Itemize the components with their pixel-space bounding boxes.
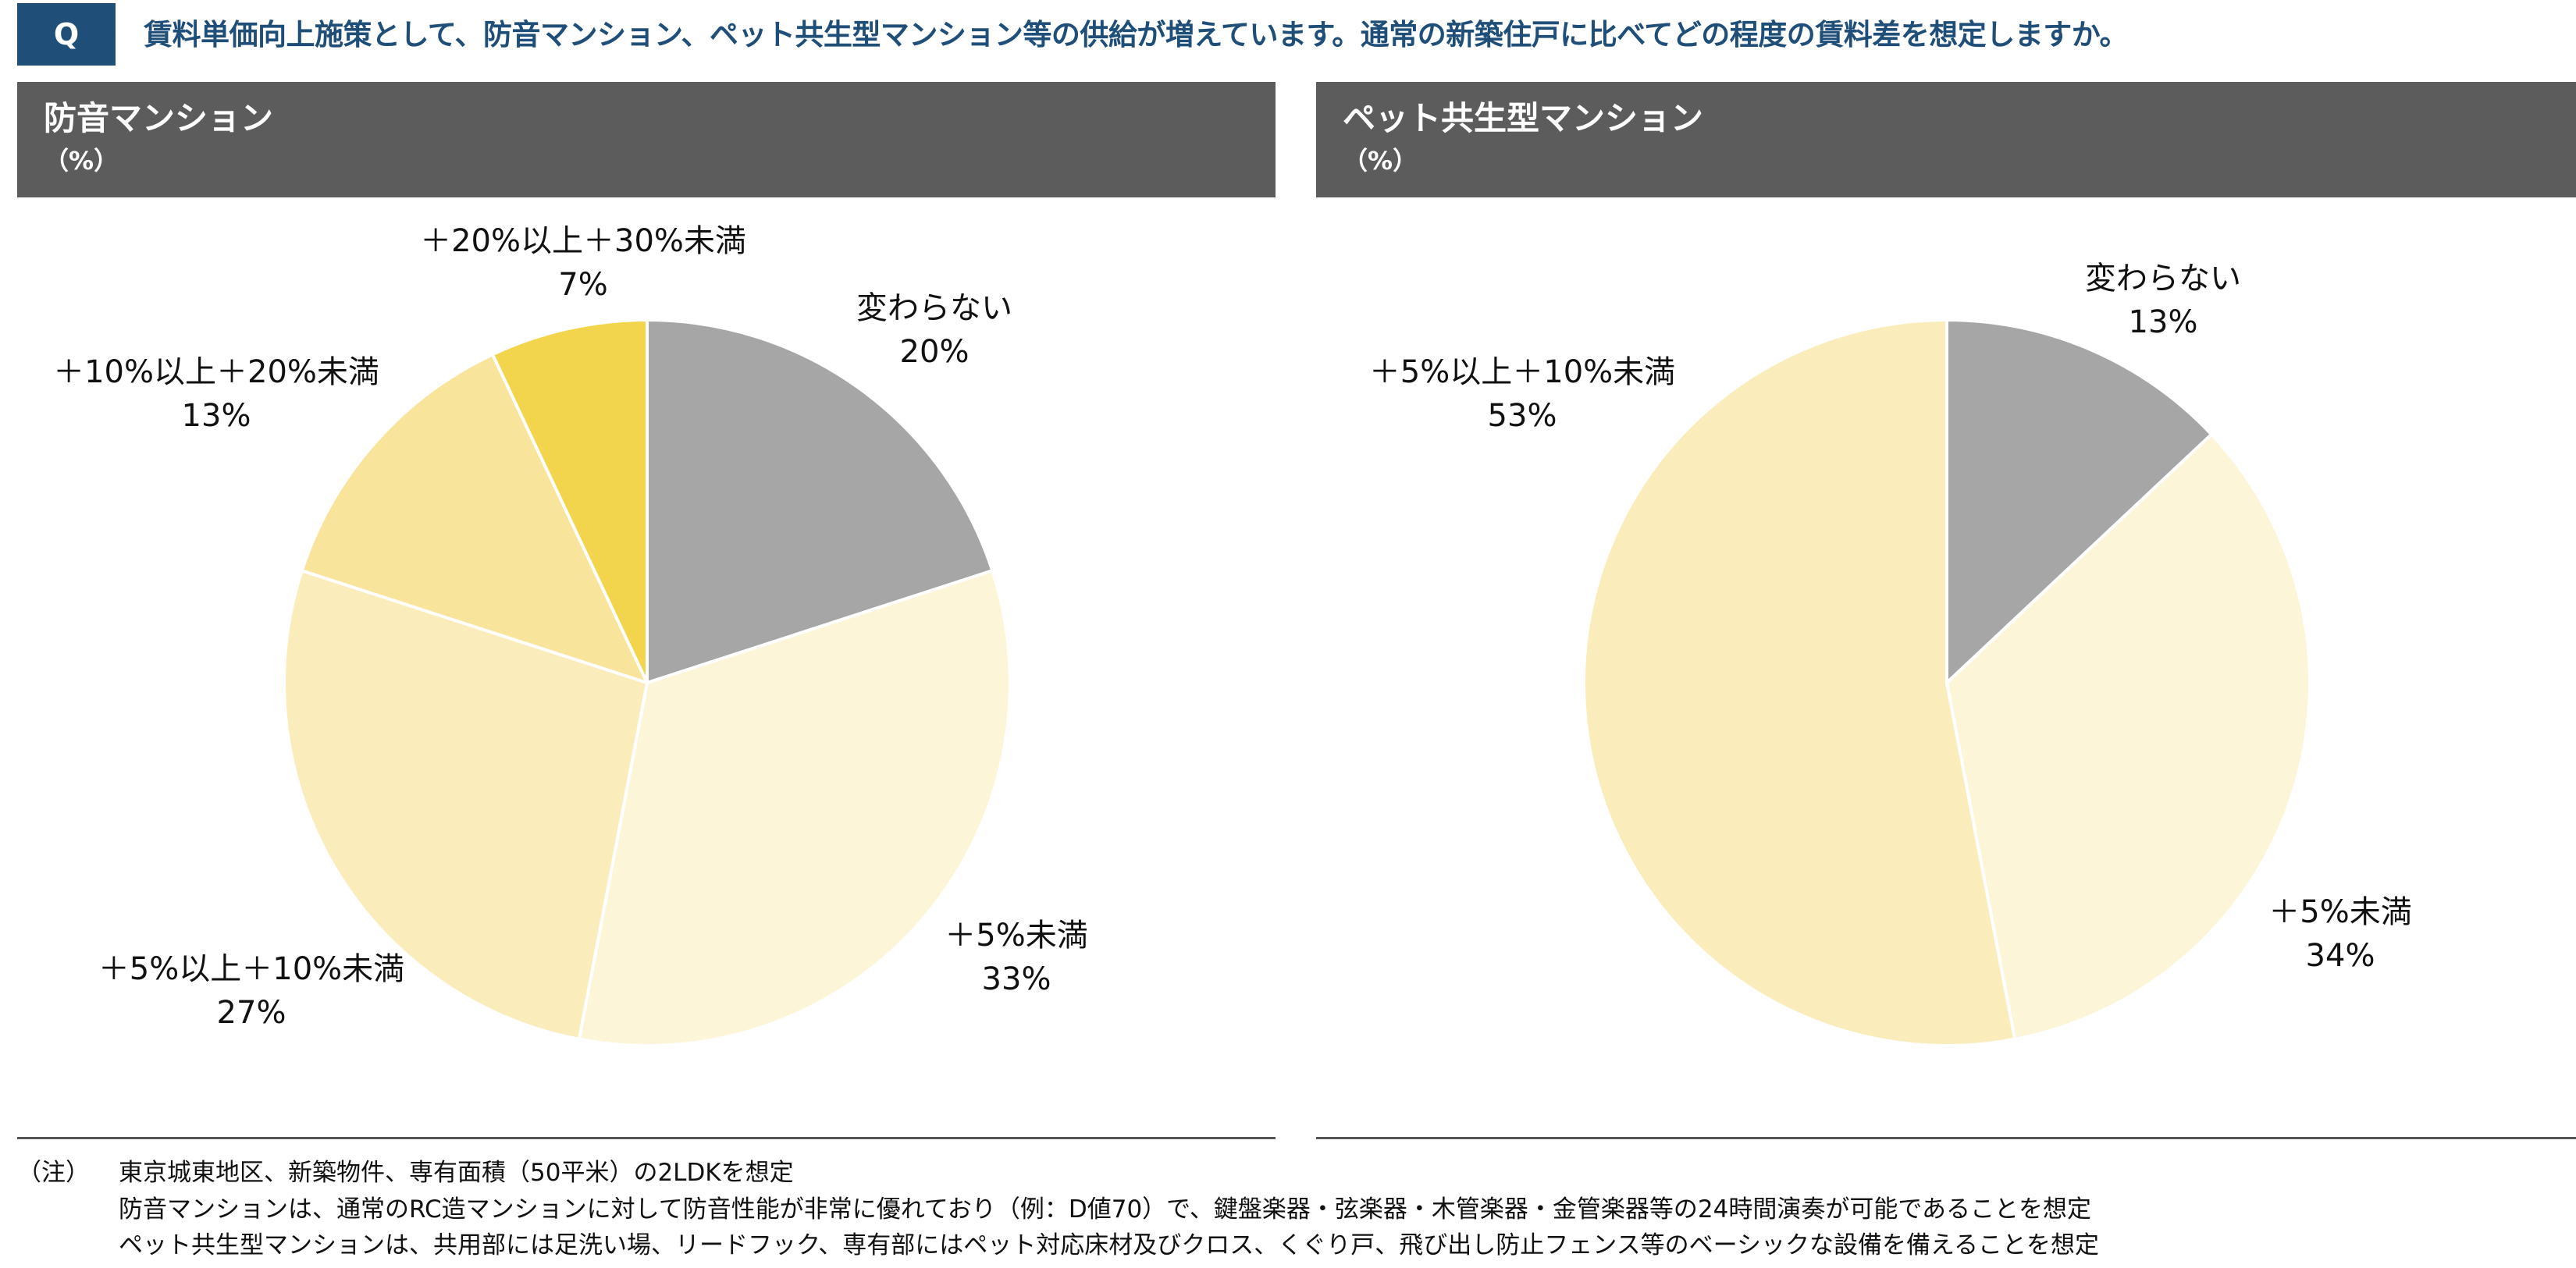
panel-title-soundproof: 防音マンション (44, 99, 274, 137)
pie-chart-soundproof: 変わらない 20% ＋5%未満 33% ＋5%以上＋10%未満 27% ＋10%以上＋20%… (53, 223, 1088, 1047)
slice-value-label: 13% (2129, 304, 2198, 340)
slice-value-label: 13% (182, 398, 251, 434)
footer-divider-right (1316, 1137, 2576, 1139)
question-arrow-icon (98, 19, 116, 50)
pie-slice (491, 318, 649, 684)
slice-value-label: 27% (217, 995, 286, 1031)
slice-category-label: 変わらない (856, 290, 1012, 326)
slice-category-label: ＋5%未満 (945, 918, 1087, 954)
note-line-2: 防音マンションは、通常のRC造マンションに対して防音性能が非常に優れており（例：… (119, 1195, 2092, 1224)
slice-category-label: ＋5%以上＋10%未満 (1369, 354, 1675, 390)
slice-value-label: 34% (2306, 938, 2375, 974)
question-text: 賃料単価向上施策として、防音マンション、ペット共生型マンション等の供給が増えてい… (144, 18, 2129, 52)
pie-slice (577, 569, 1012, 1047)
slice-value-label: 33% (982, 961, 1051, 997)
slice-category-label: ＋10%以上＋20%未満 (53, 354, 379, 390)
slice-value-label: 7% (558, 267, 607, 303)
slice-category-label: ＋20%以上＋30%未満 (420, 223, 746, 259)
notes-label: （注） (17, 1159, 90, 1187)
slice-value-label: 53% (1488, 398, 1557, 434)
chart-area-soundproof: 変わらない 20% ＋5%未満 33% ＋5%以上＋10%未満 27% ＋10%以上＋20%… (17, 203, 1276, 1100)
panel-header-pet: ペット共生型マンション （%） (1316, 82, 2576, 197)
chart-area-pet: 変わらない 13% ＋5%未満 34% ＋5%以上＋10%未満 53% (1316, 203, 2576, 1100)
slice-category-label: 変わらない (2085, 261, 2241, 297)
pie-slice (1582, 318, 2017, 1047)
footer-divider-left (17, 1137, 1276, 1139)
pie-slice (283, 569, 649, 1041)
note-line-1: 東京城東地区、新築物件、専有面積（50平米）の2LDKを想定 (119, 1159, 794, 1187)
panel-header-soundproof: 防音マンション （%） (17, 82, 1276, 197)
note-line-3: ペット共生型マンションは、共用部には足洗い場、リードフック、専有部にはペット対応… (119, 1231, 2100, 1259)
pie-slice (300, 353, 649, 684)
panel-title-pet: ペット共生型マンション (1343, 99, 1704, 137)
pie-slice (1945, 318, 2213, 684)
slice-category-label: ＋5%未満 (2268, 894, 2411, 930)
panel-unit-pet: （%） (1343, 146, 1418, 176)
question-badge-label: Q (53, 17, 80, 52)
pie-chart-pet: 変わらない 13% ＋5%未満 34% ＋5%以上＋10%未満 53% (1369, 261, 2412, 1047)
slice-value-label: 20% (900, 334, 970, 370)
pie-slice (1945, 432, 2311, 1041)
slice-category-label: ＋5%以上＋10%未満 (98, 951, 404, 987)
pie-slice (646, 318, 994, 684)
panel-unit-soundproof: （%） (44, 146, 119, 176)
